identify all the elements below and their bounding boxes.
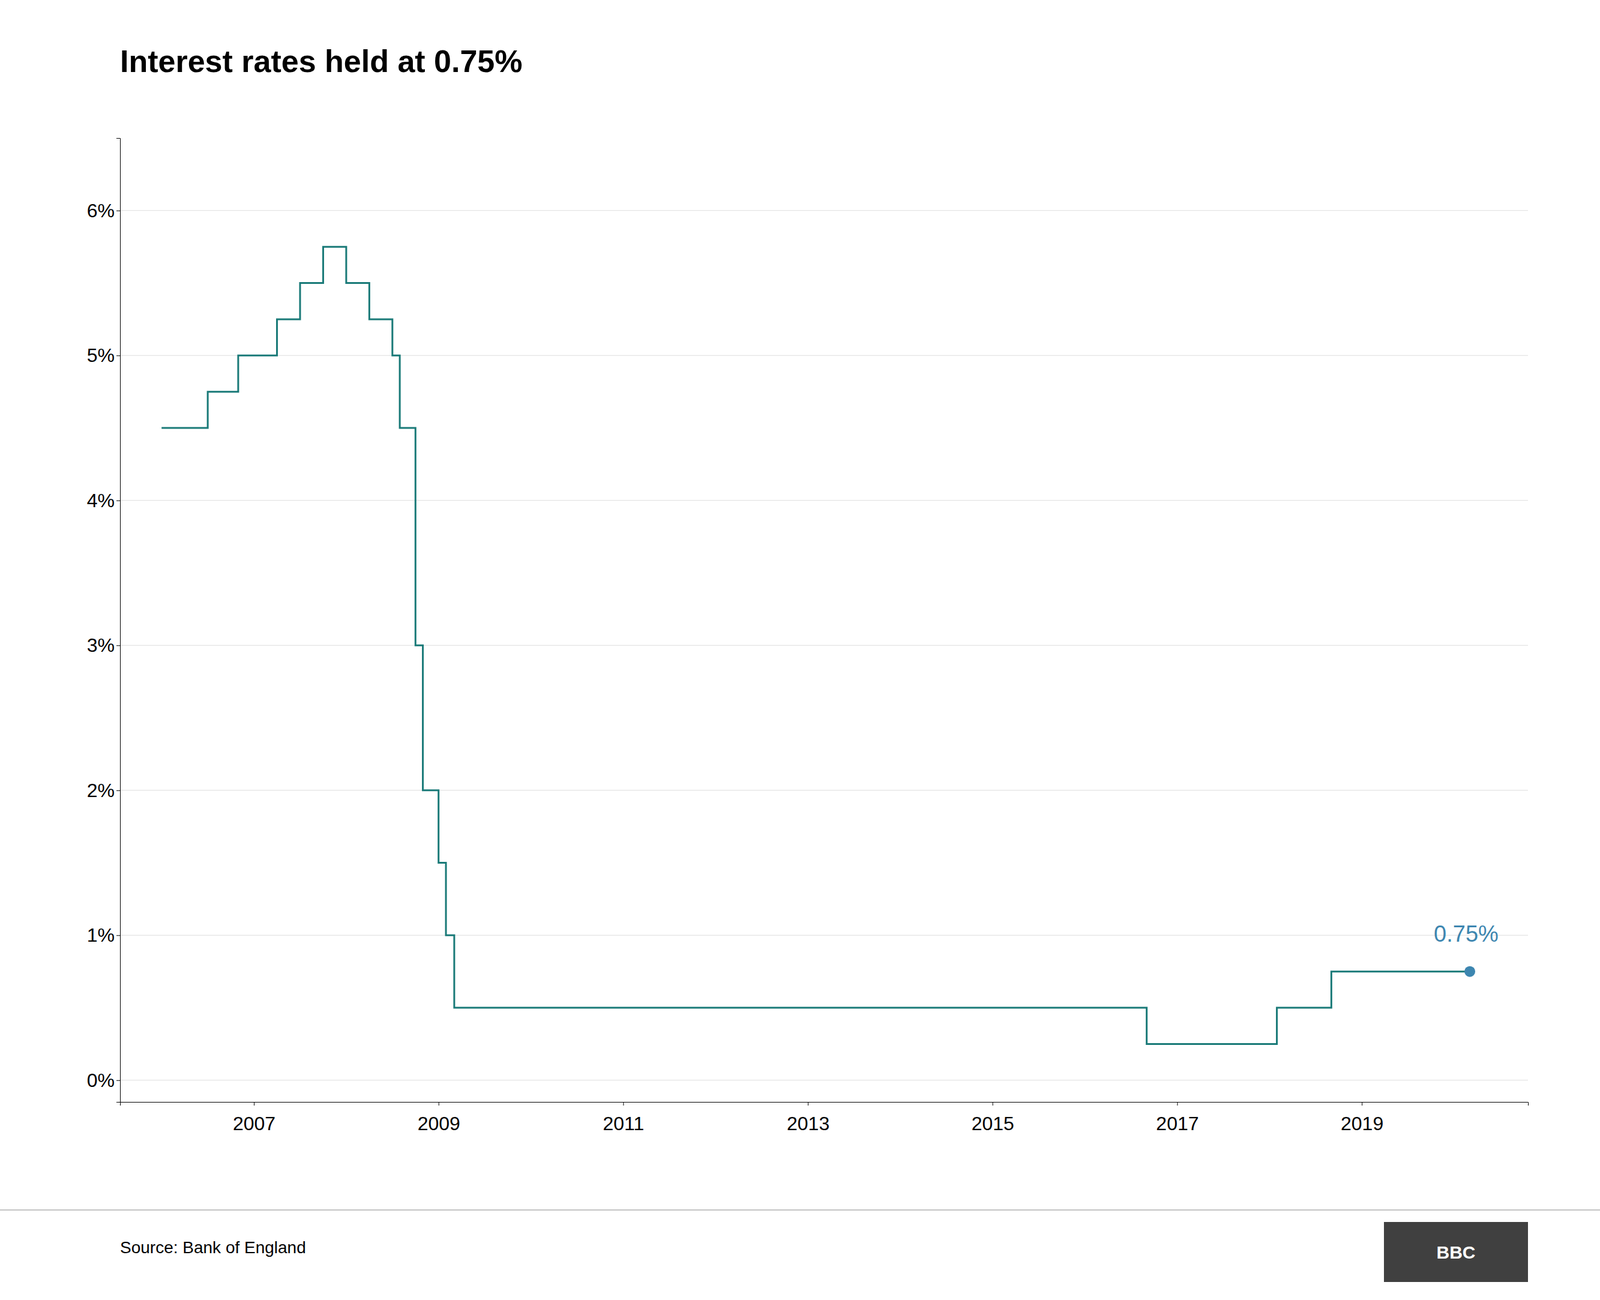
grid-line bbox=[120, 1079, 1528, 1081]
y-tick-label: 2% bbox=[87, 779, 115, 802]
x-tick-mark bbox=[622, 1101, 624, 1106]
plot-area: 0%1%2%3%4%5%6%20072009201120132015201720… bbox=[87, 138, 1529, 1135]
y-tick: 6% bbox=[87, 199, 121, 221]
annotation: 0.75% bbox=[1433, 921, 1499, 947]
x-tick-mark bbox=[992, 1101, 994, 1106]
x-tick: 2009 bbox=[417, 1101, 461, 1135]
source: Source: Bank of England bbox=[120, 1238, 307, 1257]
chart: Interest rates held at 0.75% 0% 1% 2% 3% 4% 5%… bbox=[0, 0, 1600, 1300]
x-tick-label: 2015 bbox=[971, 1112, 1015, 1135]
y-tick-mark bbox=[116, 210, 121, 212]
y-tick-label: 5% bbox=[87, 344, 115, 367]
rate-line bbox=[161, 246, 1470, 1044]
y-tick: 5% bbox=[87, 344, 121, 367]
logo-text: BBC bbox=[1436, 1242, 1476, 1263]
x-tick-mark bbox=[253, 1101, 255, 1106]
y-tick-label: 1% bbox=[87, 924, 115, 946]
y-tick-label: 6% bbox=[87, 199, 115, 221]
x-tick-mark bbox=[1176, 1101, 1178, 1106]
y-axis-line bbox=[116, 138, 121, 1103]
x-tick: 2015 bbox=[971, 1101, 1015, 1135]
y-tick: 4% bbox=[87, 489, 121, 511]
y-tick-mark bbox=[116, 935, 121, 936]
x-tick: 2013 bbox=[786, 1101, 830, 1135]
y-tick-label: 4% bbox=[87, 489, 115, 511]
logo: BBC bbox=[1383, 1221, 1528, 1282]
grid-line bbox=[120, 645, 1528, 646]
y-tick-mark bbox=[116, 790, 121, 791]
separator bbox=[0, 1209, 1600, 1211]
grid-line bbox=[120, 935, 1528, 936]
y-tick: 3% bbox=[87, 634, 121, 656]
x-tick-label: 2019 bbox=[1340, 1112, 1384, 1135]
y-tick: 1% bbox=[87, 924, 121, 946]
x-axis: 2007 2009 2011 2013 2015 2017 2019 bbox=[120, 1101, 1529, 1135]
y-tick-mark bbox=[116, 355, 121, 356]
x-tick: 2007 bbox=[232, 1101, 276, 1135]
grid-line bbox=[120, 355, 1528, 356]
grid-line bbox=[120, 499, 1528, 501]
title: Interest rates held at 0.75% bbox=[120, 43, 523, 79]
x-axis-line bbox=[120, 1102, 1529, 1107]
y-tick: 0% bbox=[87, 1069, 121, 1092]
y-tick-label: 3% bbox=[87, 634, 115, 656]
x-tick-label: 2009 bbox=[417, 1112, 461, 1135]
x-tick-label: 2011 bbox=[603, 1112, 645, 1135]
y-tick: 2% bbox=[87, 779, 121, 802]
x-tick-mark bbox=[438, 1101, 440, 1106]
grid-line bbox=[120, 210, 1528, 211]
grid bbox=[120, 210, 1528, 1081]
logo-box bbox=[1383, 1221, 1528, 1282]
marks bbox=[161, 246, 1476, 1044]
x-tick: 2011 bbox=[603, 1101, 645, 1135]
endpoint-dot bbox=[1464, 966, 1476, 978]
x-tick-mark bbox=[1361, 1101, 1363, 1106]
y-tick-mark bbox=[116, 645, 121, 646]
y-tick-mark bbox=[116, 1080, 121, 1081]
x-tick-label: 2007 bbox=[232, 1112, 276, 1135]
y-tick-label: 0% bbox=[87, 1069, 115, 1092]
grid-line bbox=[120, 789, 1528, 791]
x-tick: 2019 bbox=[1340, 1101, 1384, 1135]
y-tick-mark bbox=[116, 500, 121, 502]
y-axis: 0% 1% 2% 3% 4% 5% 6% bbox=[87, 138, 121, 1103]
x-tick: 2017 bbox=[1155, 1101, 1199, 1135]
x-tick-label: 2017 bbox=[1155, 1112, 1199, 1135]
x-tick-mark bbox=[807, 1101, 809, 1106]
x-tick-label: 2013 bbox=[786, 1112, 830, 1135]
